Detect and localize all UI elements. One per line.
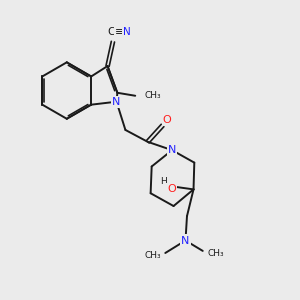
Text: N: N bbox=[181, 236, 190, 245]
Text: CH₃: CH₃ bbox=[145, 91, 161, 100]
Text: CH₃: CH₃ bbox=[207, 249, 224, 258]
Text: N: N bbox=[112, 97, 121, 107]
Text: ≡: ≡ bbox=[115, 27, 124, 37]
Text: N: N bbox=[168, 145, 176, 155]
Text: N: N bbox=[123, 27, 131, 37]
Text: O: O bbox=[167, 184, 176, 194]
Text: H: H bbox=[160, 178, 167, 187]
Text: CH₃: CH₃ bbox=[144, 251, 161, 260]
Text: O: O bbox=[163, 115, 171, 124]
Text: C: C bbox=[108, 27, 115, 37]
